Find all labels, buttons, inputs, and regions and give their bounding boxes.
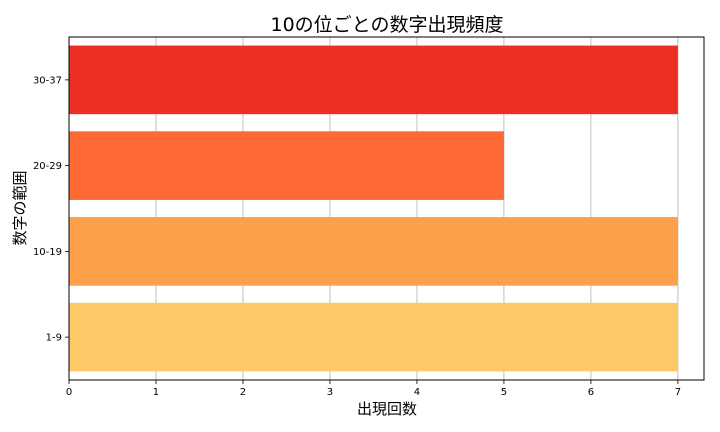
y-axis-title: 数字の範囲 (11, 170, 29, 245)
y-tick-label: 30-37 (33, 75, 62, 86)
x-axis-title: 出現回数 (357, 400, 417, 418)
y-tick-label: 10-19 (33, 247, 62, 258)
plot-frame (68, 36, 705, 381)
x-axis-ticks: 0 1 2 3 4 5 6 7 (66, 380, 681, 398)
x-tick-label: 6 (588, 387, 594, 398)
bar-10-19 (69, 217, 678, 286)
chart-title: 10の位ごとの数字出現頻度 (271, 14, 504, 36)
x-tick-label: 1 (153, 387, 159, 398)
bars (69, 45, 678, 372)
y-tick-label: 1-9 (46, 333, 62, 344)
bar-30-37 (69, 45, 678, 115)
y-tick-label: 20-29 (33, 161, 62, 172)
x-tick-label: 3 (327, 387, 333, 398)
x-tick-label: 5 (501, 387, 507, 398)
x-tick-label: 2 (240, 387, 246, 398)
x-tick-label: 0 (66, 387, 72, 398)
bar-1-9 (69, 302, 678, 372)
y-axis-ticks: 1-9 10-19 20-29 30-37 (33, 75, 69, 344)
x-tick-label: 4 (414, 387, 420, 398)
x-tick-label: 7 (675, 387, 681, 398)
bar-20-29 (69, 131, 504, 200)
